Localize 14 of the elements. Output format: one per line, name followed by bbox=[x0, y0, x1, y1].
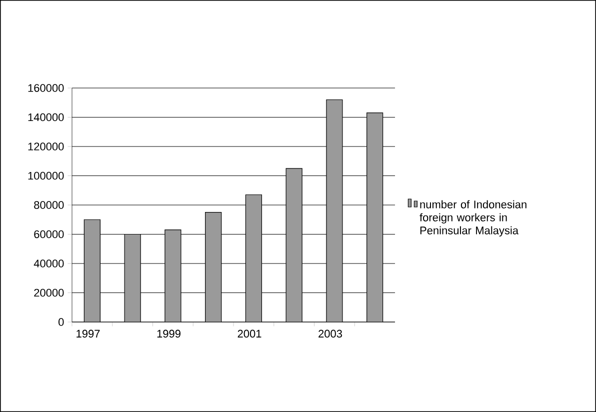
x-tick-label: 1997 bbox=[76, 330, 100, 338]
y-tick-label: 140000 bbox=[28, 113, 64, 122]
y-tick-label: 0 bbox=[58, 318, 64, 326]
y-tick-label: 120000 bbox=[28, 142, 64, 150]
x-tick-label: 1999 bbox=[157, 330, 180, 338]
y-tick-label: 100000 bbox=[28, 172, 64, 180]
y-tick-label: 80000 bbox=[34, 201, 64, 209]
y-tick-label: 40000 bbox=[34, 260, 64, 268]
y-tick-label: 20000 bbox=[34, 288, 64, 297]
y-tick-label: 160000 bbox=[28, 84, 64, 92]
x-tick-label: 2003 bbox=[318, 330, 342, 338]
y-tick-label: 60000 bbox=[34, 230, 64, 238]
legend-label: number of Indonesian foreign workers in Peninsular Malaysia bbox=[420, 200, 526, 237]
x-tick-label: 2001 bbox=[238, 330, 262, 338]
